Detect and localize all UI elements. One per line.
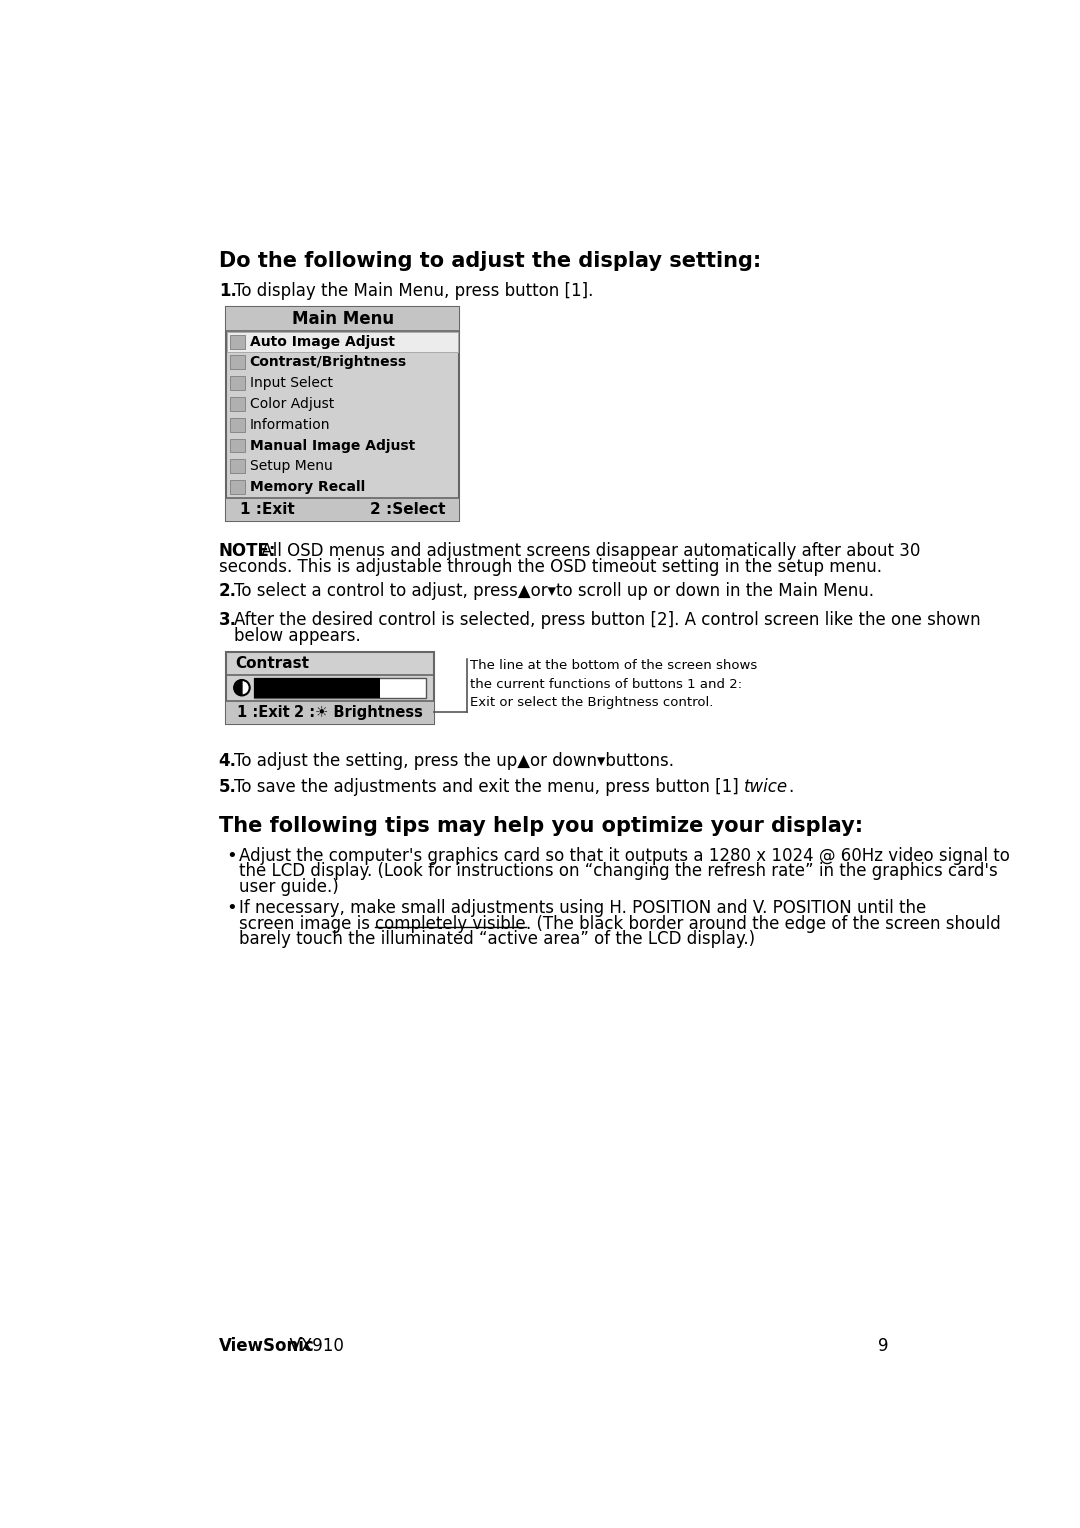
Bar (255, 678, 380, 698)
Text: 2.: 2. (218, 582, 237, 601)
Text: 9: 9 (878, 1337, 889, 1355)
Text: To display the Main Menu, press button [1].: To display the Main Menu, press button [… (234, 283, 594, 299)
Text: . (The black border around the edge of the screen should: . (The black border around the edge of t… (526, 915, 1000, 934)
Text: All OSD menus and adjustment screens disappear automatically after about 30: All OSD menus and adjustment screens dis… (256, 542, 920, 561)
Polygon shape (234, 680, 242, 695)
Text: Input Select: Input Select (249, 376, 333, 390)
Text: VX910: VX910 (279, 1337, 345, 1355)
Circle shape (234, 680, 249, 695)
Text: Contrast/Brightness: Contrast/Brightness (249, 356, 407, 370)
Text: twice: twice (744, 778, 788, 796)
Text: 1 :Exit: 1 :Exit (241, 501, 295, 516)
Text: To select a control to adjust, press▲or▾to scroll up or down in the Main Menu.: To select a control to adjust, press▲or▾… (234, 582, 874, 601)
Text: Manual Image Adjust: Manual Image Adjust (249, 439, 415, 452)
Text: Color Adjust: Color Adjust (249, 397, 334, 411)
Text: screen image is: screen image is (239, 915, 375, 934)
Text: Setup Menu: Setup Menu (249, 460, 333, 474)
Bar (227, 701, 434, 724)
Text: user guide.): user guide.) (239, 879, 339, 895)
Text: .: . (788, 778, 794, 796)
Text: The line at the bottom of the screen shows
the current functions of buttons 1 an: The line at the bottom of the screen sho… (470, 659, 757, 709)
Text: Memory Recall: Memory Recall (249, 480, 365, 494)
Bar (227, 332, 458, 351)
Text: •: • (227, 900, 238, 917)
Text: 5.: 5. (218, 778, 237, 796)
Text: barely touch the illuminated “active area” of the LCD display.): barely touch the illuminated “active are… (239, 931, 755, 949)
Text: ViewSonic: ViewSonic (218, 1337, 314, 1355)
Text: 1.: 1. (218, 283, 237, 299)
Text: Main Menu: Main Menu (292, 310, 394, 329)
Text: To save the adjustments and exit the menu, press button [1]: To save the adjustments and exit the men… (234, 778, 744, 796)
Text: If necessary, make small adjustments using H. POSITION and V. POSITION until the: If necessary, make small adjustments usi… (239, 900, 927, 917)
Text: The following tips may help you optimize your display:: The following tips may help you optimize… (218, 816, 863, 836)
Bar (230, 480, 245, 494)
Text: To adjust the setting, press the up▲or down▾buttons.: To adjust the setting, press the up▲or d… (234, 752, 674, 770)
Bar (227, 307, 459, 332)
Text: seconds. This is adjustable through the OSD timeout setting in the setup menu.: seconds. This is adjustable through the … (218, 558, 881, 576)
Text: completely visible: completely visible (375, 915, 526, 934)
Bar (230, 376, 245, 390)
Text: •: • (227, 847, 238, 865)
Text: Auto Image Adjust: Auto Image Adjust (249, 335, 394, 348)
Text: Do the following to adjust the display setting:: Do the following to adjust the display s… (218, 251, 761, 270)
Text: 2 :☀ Brightness: 2 :☀ Brightness (295, 704, 423, 720)
Text: NOTE:: NOTE: (218, 542, 276, 561)
Text: Adjust the computer's graphics card so that it outputs a 1280 x 1024 @ 60Hz vide: Adjust the computer's graphics card so t… (239, 847, 1010, 865)
Bar (227, 307, 459, 521)
Text: Contrast: Contrast (235, 656, 310, 671)
Text: the LCD display. (Look for instructions on “changing the refresh rate” in the gr: the LCD display. (Look for instructions … (239, 862, 998, 880)
Bar (230, 417, 245, 432)
Bar (230, 335, 245, 348)
Text: After the desired control is selected, press button [2]. A control screen like t: After the desired control is selected, p… (234, 611, 981, 630)
Text: 2 :Select: 2 :Select (369, 501, 445, 516)
Text: Information: Information (249, 417, 330, 432)
Bar (227, 651, 434, 724)
Text: 4.: 4. (218, 752, 237, 770)
Text: below appears.: below appears. (234, 626, 361, 645)
Text: 3.: 3. (218, 611, 237, 630)
Text: 1 :Exit: 1 :Exit (238, 704, 291, 720)
Bar (230, 460, 245, 474)
Bar (230, 439, 245, 452)
Bar (227, 498, 459, 521)
Bar (230, 356, 245, 370)
Bar (255, 678, 427, 698)
Bar (230, 397, 245, 411)
